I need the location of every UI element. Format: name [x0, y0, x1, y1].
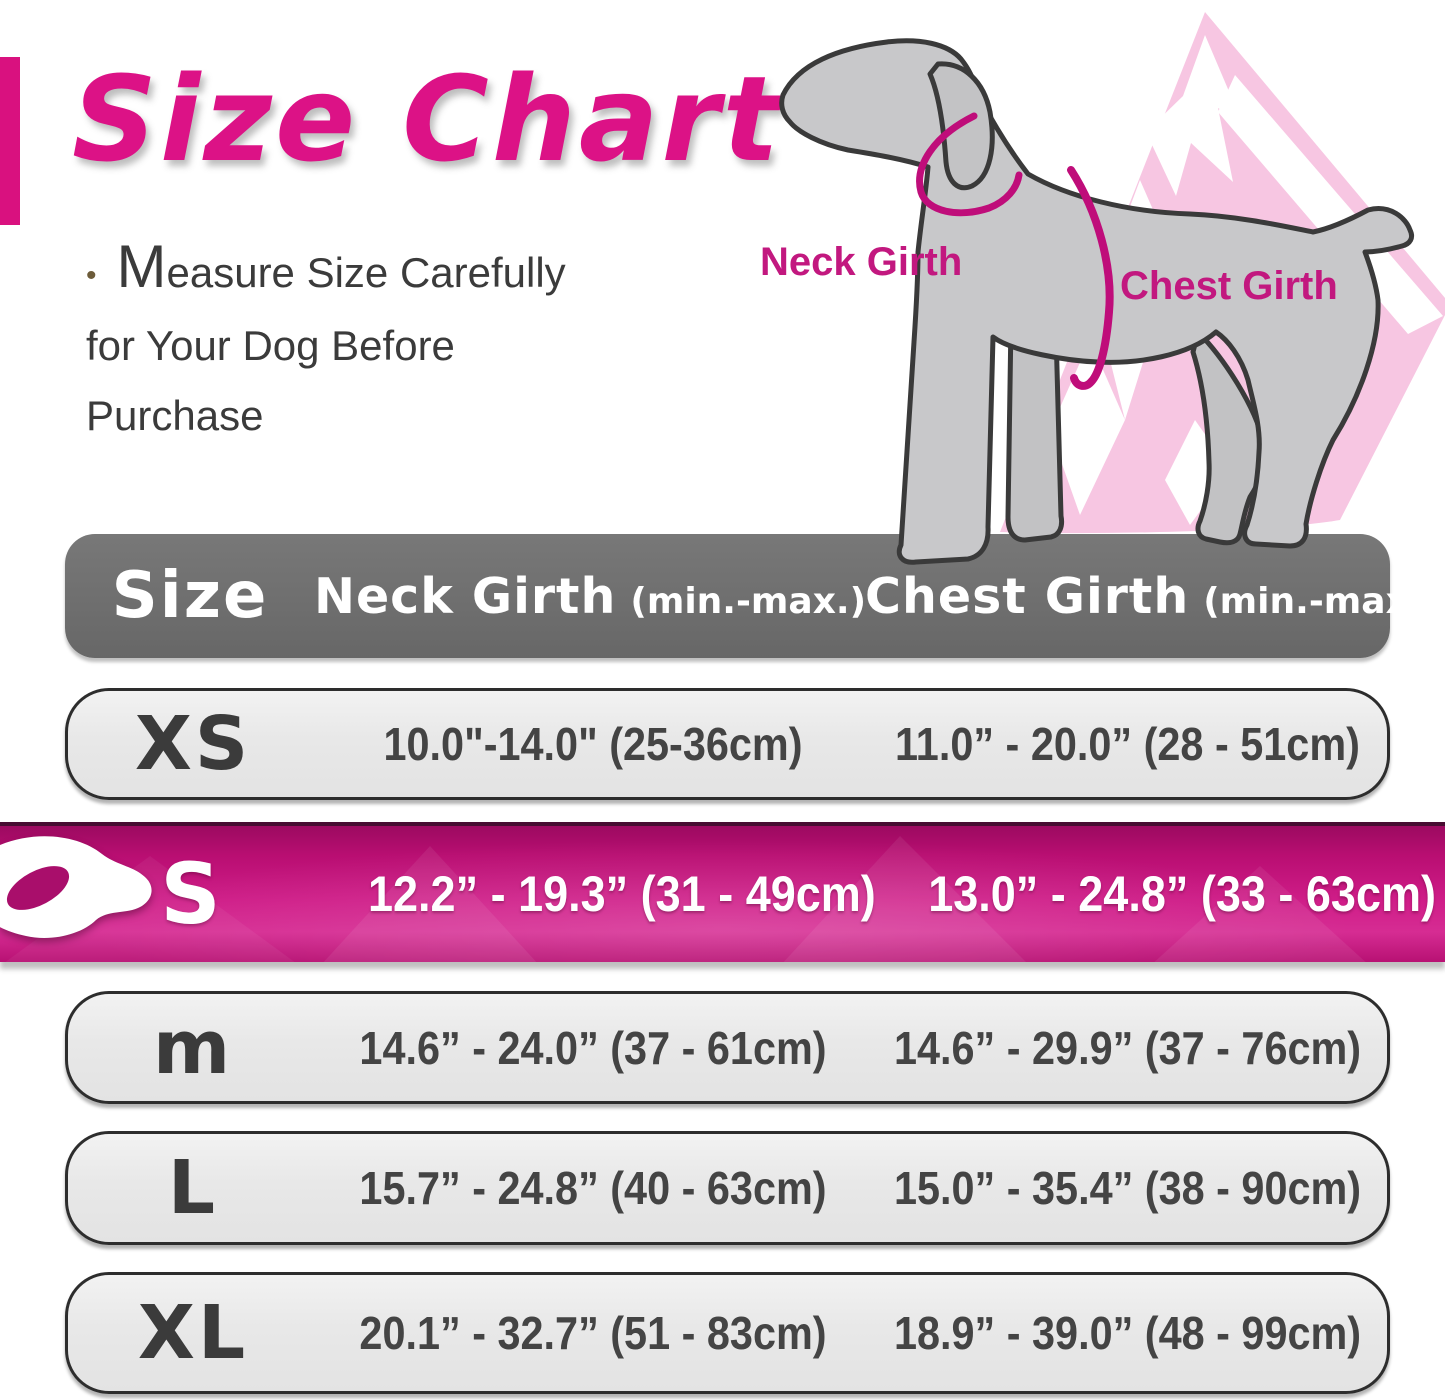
header-chest-girth: Chest Girth (min.-max.)	[865, 568, 1439, 625]
neck-girth-value: 15.7” - 24.8” (40 - 63cm)	[359, 1162, 827, 1214]
header-neck-girth: Neck Girth (min.-max.)	[313, 567, 867, 625]
note-text-3: Purchase	[86, 391, 264, 439]
header-chest-label: Chest Girth	[865, 567, 1190, 625]
chest-girth-value: 18.9” - 39.0” (48 - 99cm)	[893, 1307, 1362, 1359]
chest-girth-value: 14.6” - 29.9” (37 - 76cm)	[893, 1021, 1362, 1074]
band-mountain-watermark-icon	[5, 836, 1366, 962]
page-title: Size Chart	[72, 50, 783, 188]
table-row-xl: XL 20.1” - 32.7” (51 - 83cm) 18.9” - 39.…	[65, 1272, 1390, 1394]
size-label: m	[152, 1004, 234, 1091]
table-row-m: m 14.6” - 24.0” (37 - 61cm) 14.6” - 29.9…	[65, 991, 1390, 1104]
header-neck-range: (min.-max.)	[630, 580, 867, 622]
note-text-2: for Your Dog Before	[86, 321, 455, 369]
table-header-row: Size Neck Girth (min.-max.) Chest Girth …	[65, 534, 1439, 658]
dog-head-icon	[0, 836, 152, 939]
chest-girth-label: Chest Girth	[1120, 264, 1338, 308]
bullet-dot-icon: •	[86, 258, 97, 292]
neck-girth-value: 12.2” - 19.3” (31 - 49cm)	[368, 866, 876, 922]
size-label: XS	[134, 701, 252, 787]
size-label: L	[167, 1145, 219, 1231]
chest-girth-value: 13.0” - 24.8” (33 - 63cm)	[928, 866, 1436, 922]
table-row-l: L 15.7” - 24.8” (40 - 63cm) 15.0” - 35.4…	[65, 1131, 1390, 1245]
neck-girth-value: 10.0"-14.0" (25-36cm)	[383, 718, 803, 770]
table-row-xs: XS 10.0"-14.0" (25-36cm) 11.0” - 20.0” (…	[65, 688, 1390, 800]
chest-girth-value: 15.0” - 35.4” (38 - 90cm)	[893, 1162, 1362, 1214]
neck-girth-value: 14.6” - 24.0” (37 - 61cm)	[359, 1021, 827, 1074]
neck-girth-value: 20.1” - 32.7” (51 - 83cm)	[359, 1307, 827, 1359]
table-row-s-highlighted: S 12.2” - 19.3” (31 - 49cm) 13.0” - 24.8…	[0, 822, 1445, 962]
note-line-1: • Measure Size Carefully	[86, 232, 726, 311]
header-neck-label: Neck Girth	[313, 567, 617, 625]
measure-note: • Measure Size Carefully for Your Dog Bef…	[86, 232, 726, 451]
header-size: Size	[111, 559, 269, 633]
neck-girth-label: Neck Girth	[760, 240, 963, 284]
note-text-1: Measure Size Carefully	[116, 233, 566, 300]
size-label: XL	[137, 1290, 249, 1376]
header-chest-range: (min.-max.)	[1203, 580, 1439, 622]
chest-girth-value: 11.0” - 20.0” (28 - 51cm)	[895, 718, 1360, 770]
title-accent-bar	[0, 57, 20, 225]
size-label: S	[160, 845, 224, 943]
